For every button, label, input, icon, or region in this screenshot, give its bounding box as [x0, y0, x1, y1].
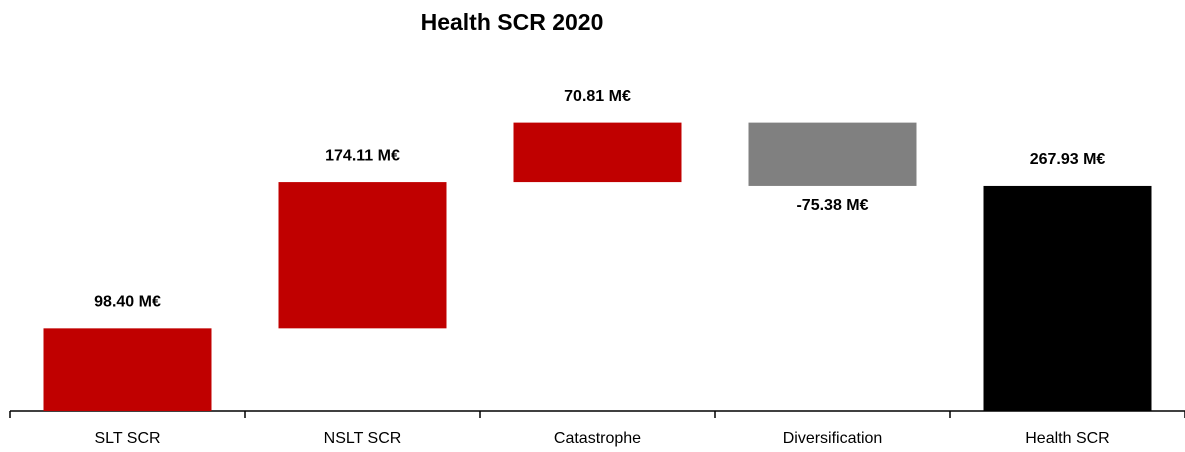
x-tick-label: NSLT SCR: [324, 430, 402, 447]
data-label: 267.93 M€: [1030, 151, 1106, 168]
bar: [43, 328, 212, 411]
x-tick-label: Diversification: [783, 430, 883, 447]
bar: [983, 185, 1152, 411]
data-label: 70.81 M€: [564, 88, 631, 105]
data-label: 98.40 M€: [94, 294, 161, 311]
x-tick-label: Catastrophe: [554, 430, 641, 447]
chart-title: Health SCR 2020: [421, 9, 604, 35]
data-label: 174.11 M€: [325, 147, 400, 164]
bar: [278, 182, 447, 329]
x-tick-label: Health SCR: [1025, 430, 1109, 447]
data-label: -75.38 M€: [796, 197, 868, 214]
bar: [748, 122, 917, 186]
x-tick-label: SLT SCR: [94, 430, 160, 447]
bar: [513, 122, 682, 183]
